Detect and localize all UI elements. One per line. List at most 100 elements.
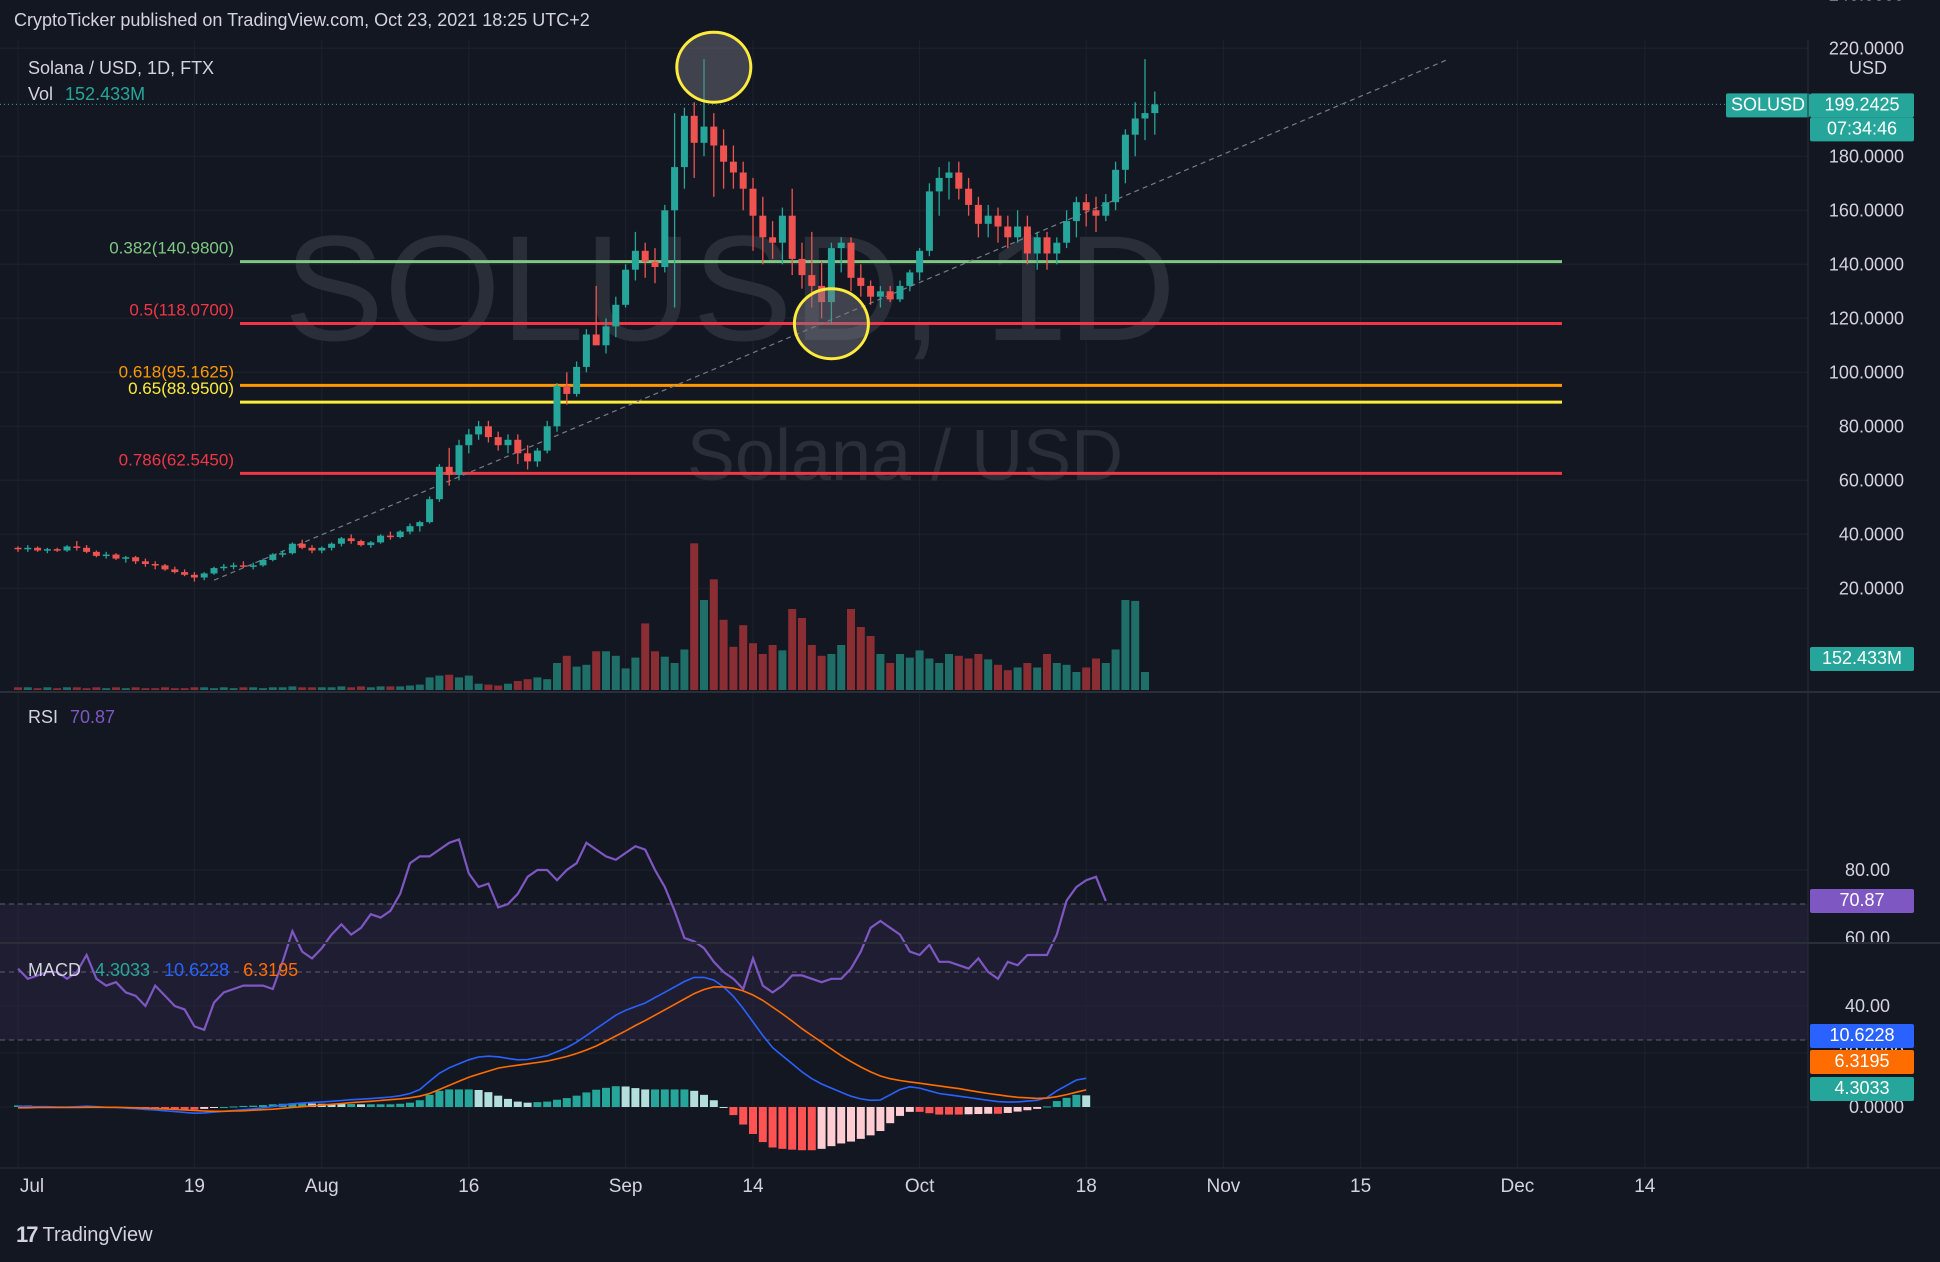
fib-level-label-3: 0.65(88.9500) [128,379,234,398]
fib-level-label-1: 0.5(118.0700) [129,301,234,320]
volume-bar [151,688,160,690]
macd-hist-bar [1062,1097,1071,1107]
macd-hist-bar [337,1104,346,1107]
candle-body [818,285,826,303]
volume-bar [455,677,463,690]
volume-bar [425,677,434,690]
candle-body [1131,118,1139,135]
volume-bar [464,675,473,690]
rsi-legend[interactable]: RSI 70.87 [28,707,115,727]
candle-body [63,546,71,551]
macd-hist-bar [788,1107,797,1150]
volume-bar [533,677,542,690]
candle-body [14,547,22,550]
candle-body [1033,237,1041,254]
candle-body [92,551,100,556]
macd-hist-bar [935,1107,944,1115]
volume-bar [102,688,111,690]
macd-signal-value: 6.3195 [243,960,298,980]
price-tick-6: 100.0000 [1829,362,1904,382]
hist-tag: 4.3033 [1834,1078,1889,1098]
volume-bar [866,636,875,690]
macd-hist-bar [386,1104,395,1107]
signal-tag-box [1810,1050,1914,1074]
rsi-tag: 70.87 [1839,890,1884,910]
volume-bar [33,688,42,690]
macd-hist-bar [778,1107,787,1149]
candlesticks [14,59,1159,582]
volume-bar [827,654,836,690]
candle-body [239,565,247,567]
volume-bar [572,666,581,690]
volume-bar [513,681,522,690]
macd-hist-bar [249,1105,258,1107]
volume-bar [1101,663,1110,690]
candle-body [886,291,894,300]
volume-bar [1023,663,1032,690]
volume-bar [562,655,571,690]
volume-bar [994,664,1002,690]
candle-body [141,561,149,564]
volume-bar [778,650,787,690]
candle-body [171,569,179,573]
volume-bar [954,655,963,690]
price-tick-2: 180.0000 [1829,146,1904,166]
candle-body [896,285,904,300]
vol-legend[interactable]: Vol 152.433M [28,84,145,104]
macd-hist-bar [886,1107,895,1124]
candle-body [788,215,796,259]
volume-bar [837,645,846,690]
candle-body [220,566,228,569]
macd-hist-bar [513,1101,522,1107]
macd-hist-bar [347,1104,356,1107]
volume-bar [278,687,287,690]
macd-hist-bar [758,1107,767,1143]
candle-body [955,172,963,189]
macd-hist-bar [915,1107,924,1112]
volume-bar [768,645,777,690]
currency-label: USD [1849,58,1887,78]
volume-bar [131,687,140,690]
time-tick-6: Oct [905,1176,935,1197]
time-tick-10: Dec [1501,1176,1535,1197]
candle-body [1023,226,1031,254]
volume-bar [974,654,983,690]
volume-bar [357,686,365,690]
volume-bar [474,683,483,690]
volume-bar [1072,672,1081,690]
highlight-circle-0 [675,30,753,104]
candle-body [1043,237,1051,254]
price-tick-7: 80.0000 [1839,416,1904,436]
time-tick-3: 16 [458,1176,479,1197]
macd-hist-bar [660,1089,669,1107]
macd-hist-bar [817,1107,826,1149]
volume-bar [896,654,904,690]
candle-body [700,126,708,143]
candle-body [367,542,375,546]
time-tick-8: Nov [1207,1176,1241,1197]
volume-bar [1121,600,1130,690]
highlight-circles[interactable] [675,30,870,361]
time-tick-11: 14 [1634,1176,1656,1197]
candle-body [1151,104,1159,114]
volume-bar [915,650,924,690]
candle-body [73,546,81,548]
price-tick-8: 60.0000 [1839,470,1904,490]
macd-hist-bar [739,1107,748,1125]
volume-bar [651,651,659,690]
volume-bar [631,657,640,690]
symbol-legend[interactable]: Solana / USD, 1D, FTX [28,58,214,78]
volume-bar [739,625,748,690]
tradingview-brand[interactable]: 17 TradingView [16,1222,153,1248]
candle-body [592,334,600,346]
macd-hist-bar [749,1107,757,1134]
macd-hist-bar [494,1095,503,1107]
macd-label: MACD [28,960,81,980]
macd-signal-line [18,986,1087,1113]
rsi-tag-box [1810,889,1914,914]
macd-legend[interactable]: MACD 4.3033 10.6228 6.3195 [28,960,298,980]
candle-body [190,574,198,578]
time-axis: Jul 19 Aug 16 Sep 14 Oct 18 Nov 15 Dec 14 [20,1176,1656,1197]
candle-body [749,188,757,216]
